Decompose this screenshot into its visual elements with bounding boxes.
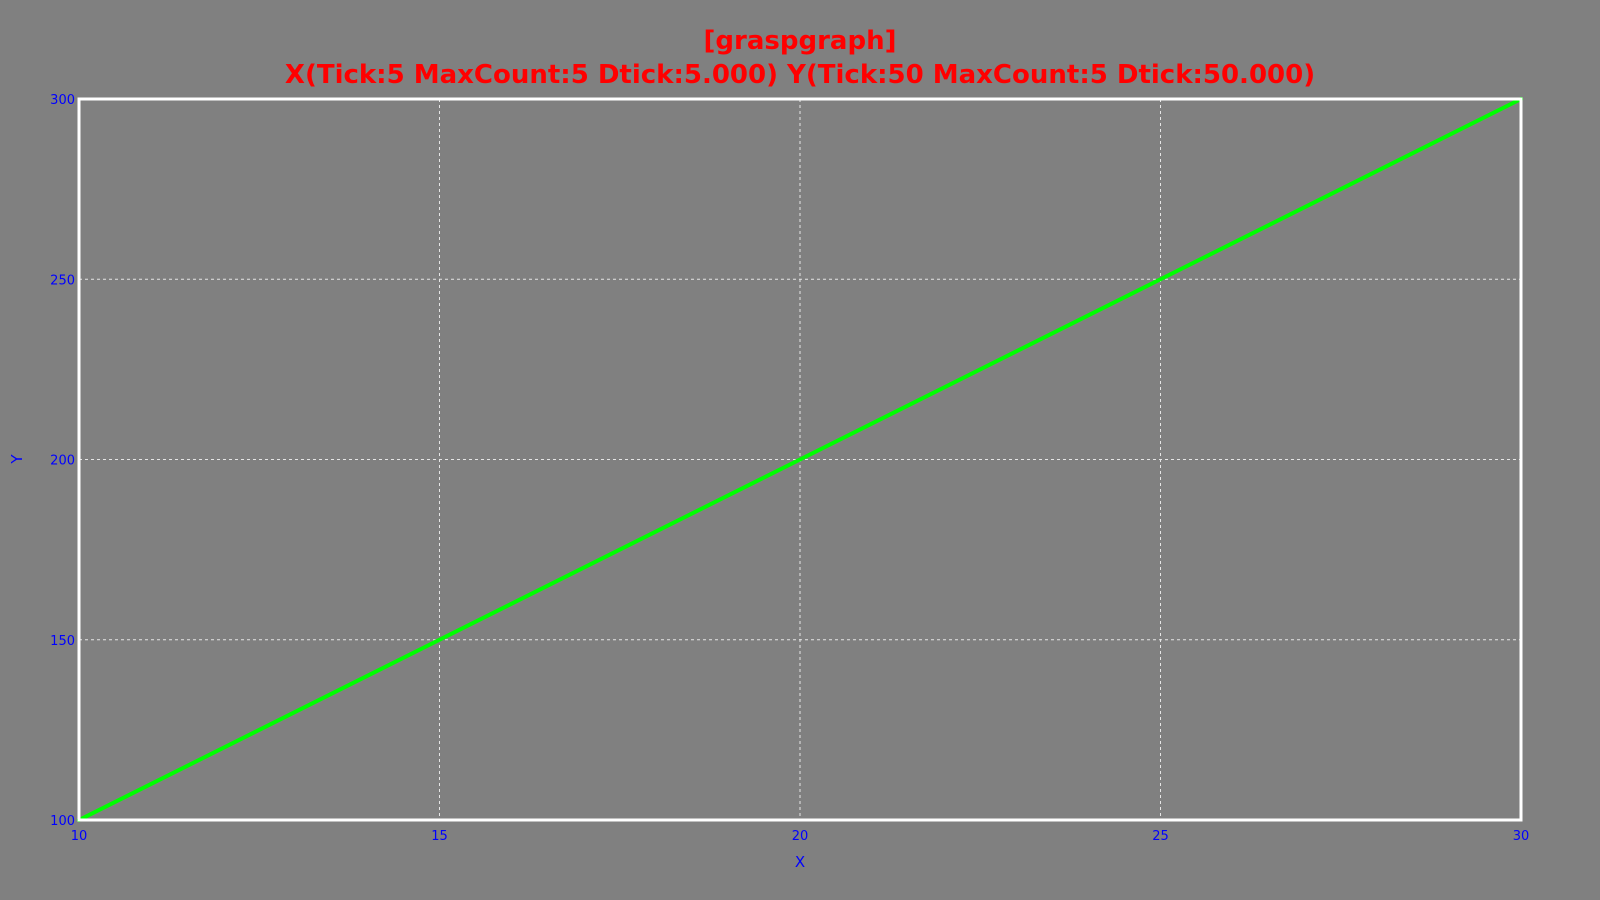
- x-tick-labels: 10 15 20 25 30: [71, 829, 1530, 844]
- y-tick-label: 100: [50, 814, 75, 829]
- x-axis-label: X: [795, 853, 805, 871]
- y-tick-label: 250: [50, 273, 75, 288]
- y-tick-label: 200: [50, 454, 75, 469]
- chart-title: [graspgraph]: [704, 26, 897, 56]
- y-axis-label: Y: [8, 454, 26, 465]
- series-line-0: [77, 97, 1523, 822]
- x-tick-label: 25: [1152, 829, 1169, 844]
- series-layer: [77, 97, 1523, 822]
- y-tick-labels: 100 150 200 250 300: [50, 93, 75, 829]
- y-tick-label: 150: [50, 634, 75, 649]
- plot-frame: [77, 97, 1523, 822]
- chart-subtitle: X(Tick:5 MaxCount:5 Dtick:5.000) Y(Tick:…: [285, 60, 1315, 90]
- x-tick-label: 30: [1513, 829, 1530, 844]
- x-tick-label: 20: [792, 829, 809, 844]
- x-tick-label: 10: [71, 829, 88, 844]
- y-tick-label: 300: [50, 93, 75, 108]
- x-tick-label: 15: [431, 829, 448, 844]
